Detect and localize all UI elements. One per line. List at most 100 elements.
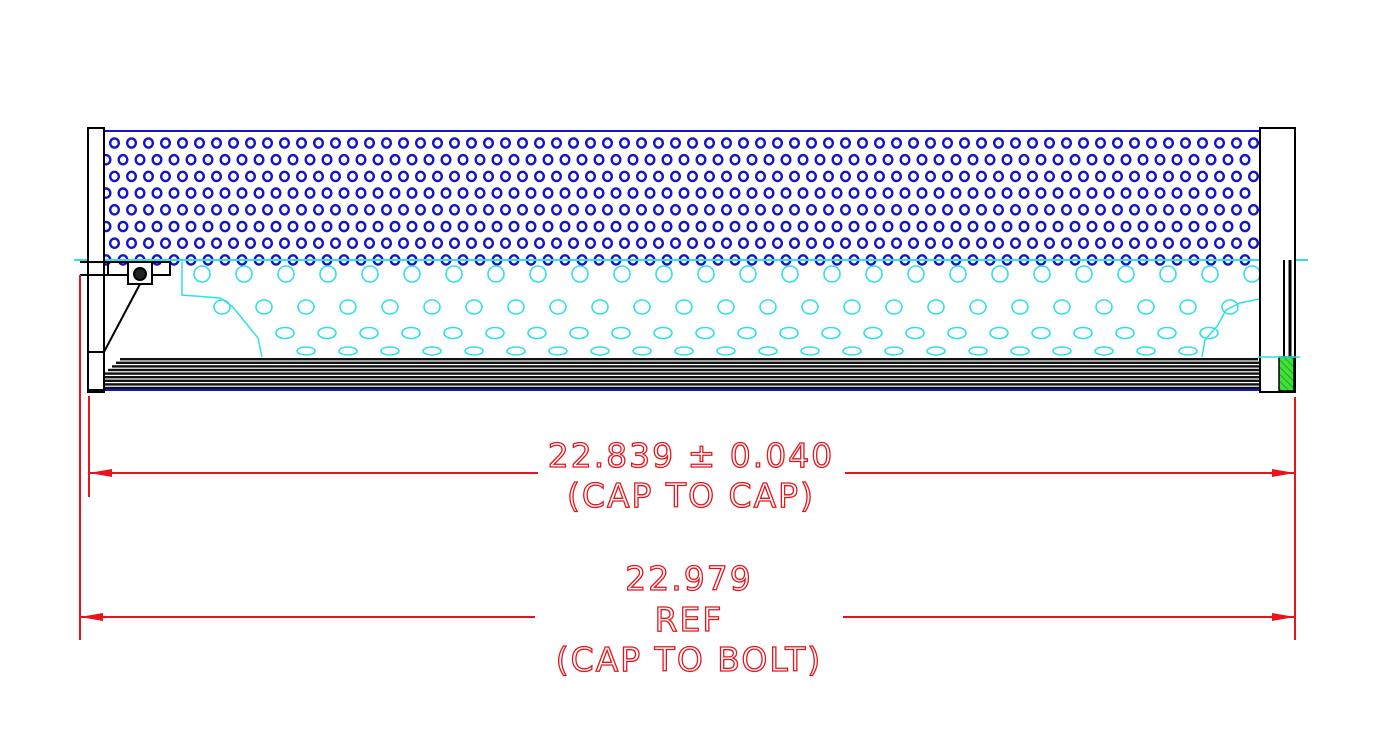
- perforation-hole: [534, 237, 546, 249]
- pleat-media: [90, 358, 1279, 391]
- core-hole: [548, 346, 568, 356]
- perforation-hole: [857, 137, 869, 149]
- perforation-hole: [678, 187, 690, 199]
- perforation-hole: [1103, 220, 1115, 233]
- perforation-hole: [542, 153, 554, 166]
- perforation-hole: [644, 187, 656, 199]
- perforation-hole: [1120, 220, 1132, 233]
- core-hole: [235, 265, 253, 283]
- core-hole: [1117, 265, 1135, 283]
- perforation-hole: [568, 170, 580, 183]
- perforation-hole: [398, 137, 410, 149]
- core-hole: [1010, 346, 1030, 356]
- core-hole: [591, 299, 609, 315]
- perforation-hole: [891, 203, 903, 216]
- core-hole: [884, 346, 904, 356]
- core-hole: [1095, 299, 1113, 315]
- perforation-hole: [406, 220, 418, 233]
- perforation-hole: [534, 203, 546, 216]
- pleat-band: [100, 376, 1273, 379]
- perforation-hole: [500, 203, 512, 216]
- core-hole: [401, 326, 421, 340]
- core-hole: [1073, 326, 1093, 340]
- perforation-hole: [942, 137, 954, 149]
- cap-to-bolt-value: 22.979: [625, 559, 752, 598]
- perforation-hole: [1077, 237, 1089, 249]
- perforation-hole: [347, 170, 359, 183]
- perforation-hole: [1213, 237, 1225, 249]
- perforation-hole: [1205, 153, 1217, 166]
- perforation-hole: [772, 203, 784, 216]
- perforation-hole: [1060, 237, 1072, 249]
- perforation-hole: [942, 170, 954, 183]
- perforation-hole: [1026, 137, 1038, 149]
- perforation-hole: [967, 220, 979, 233]
- perforation-hole: [330, 237, 342, 249]
- perforation-hole: [313, 203, 325, 216]
- perforation-hole: [636, 203, 648, 216]
- perforation-hole: [1222, 153, 1234, 166]
- perforation-hole: [355, 187, 367, 199]
- perforation-hole: [1247, 170, 1259, 183]
- perforation-hole: [296, 203, 308, 216]
- perforation-hole: [1205, 187, 1217, 199]
- perforation-hole: [1247, 203, 1259, 216]
- pleat-band: [116, 361, 1261, 364]
- perforation-hole: [534, 170, 546, 183]
- perforation-hole: [432, 203, 444, 216]
- perforation-hole: [636, 137, 648, 149]
- perforation-hole: [168, 153, 180, 166]
- perforation-hole: [874, 137, 886, 149]
- perforation-hole: [321, 220, 333, 233]
- perforation-hole: [406, 153, 418, 166]
- perforation-hole: [159, 237, 171, 249]
- perforation-hole: [1137, 187, 1149, 199]
- perforation-hole: [568, 203, 580, 216]
- perforation-hole: [151, 220, 163, 233]
- perforation-hole: [1188, 220, 1200, 233]
- perforation-hole: [857, 203, 869, 216]
- perforation-hole: [1052, 187, 1064, 199]
- perforation-hole: [1179, 203, 1191, 216]
- core-hole: [781, 265, 799, 283]
- perforation-hole: [108, 170, 120, 183]
- perforation-hole: [1077, 170, 1089, 183]
- perforation-hole: [721, 203, 733, 216]
- perforation-hole: [466, 170, 478, 183]
- perforation-hole: [185, 220, 197, 233]
- core-hole: [989, 326, 1009, 340]
- perforation-hole: [1035, 153, 1047, 166]
- perforation-hole: [525, 153, 537, 166]
- perforation-hole: [814, 187, 826, 199]
- perforation-hole: [355, 220, 367, 233]
- perforation-hole: [1205, 220, 1217, 233]
- perforation-hole: [1094, 170, 1106, 183]
- perforation-hole: [287, 153, 299, 166]
- perforation-hole: [1213, 203, 1225, 216]
- perforation-hole: [1120, 153, 1132, 166]
- perforation-hole: [908, 237, 920, 249]
- perforation-hole: [814, 220, 826, 233]
- perforation-hole: [491, 220, 503, 233]
- core-hole: [487, 265, 505, 283]
- pleat-band: [112, 365, 1264, 368]
- perforation-hole: [1010, 237, 1022, 249]
- perforation-hole: [967, 153, 979, 166]
- left-cap-foot: [87, 351, 105, 391]
- perforation-hole: [687, 137, 699, 149]
- perforation-hole: [1188, 187, 1200, 199]
- perforation-hole: [687, 237, 699, 249]
- cap-to-cap-value: 22.839 ± 0.040: [548, 436, 835, 475]
- perforation-hole: [840, 203, 852, 216]
- core-hole: [1075, 265, 1093, 283]
- perforation-hole: [755, 203, 767, 216]
- perforation-hole: [687, 203, 699, 216]
- core-hole: [361, 265, 379, 283]
- perforation-holes: [100, 137, 1259, 266]
- perforation-hole: [644, 153, 656, 166]
- perforation-hole: [1060, 203, 1072, 216]
- perforation-hole: [134, 220, 146, 233]
- perforation-hole: [840, 170, 852, 183]
- arrowhead-left: [89, 469, 112, 477]
- perforation-hole: [1247, 137, 1259, 149]
